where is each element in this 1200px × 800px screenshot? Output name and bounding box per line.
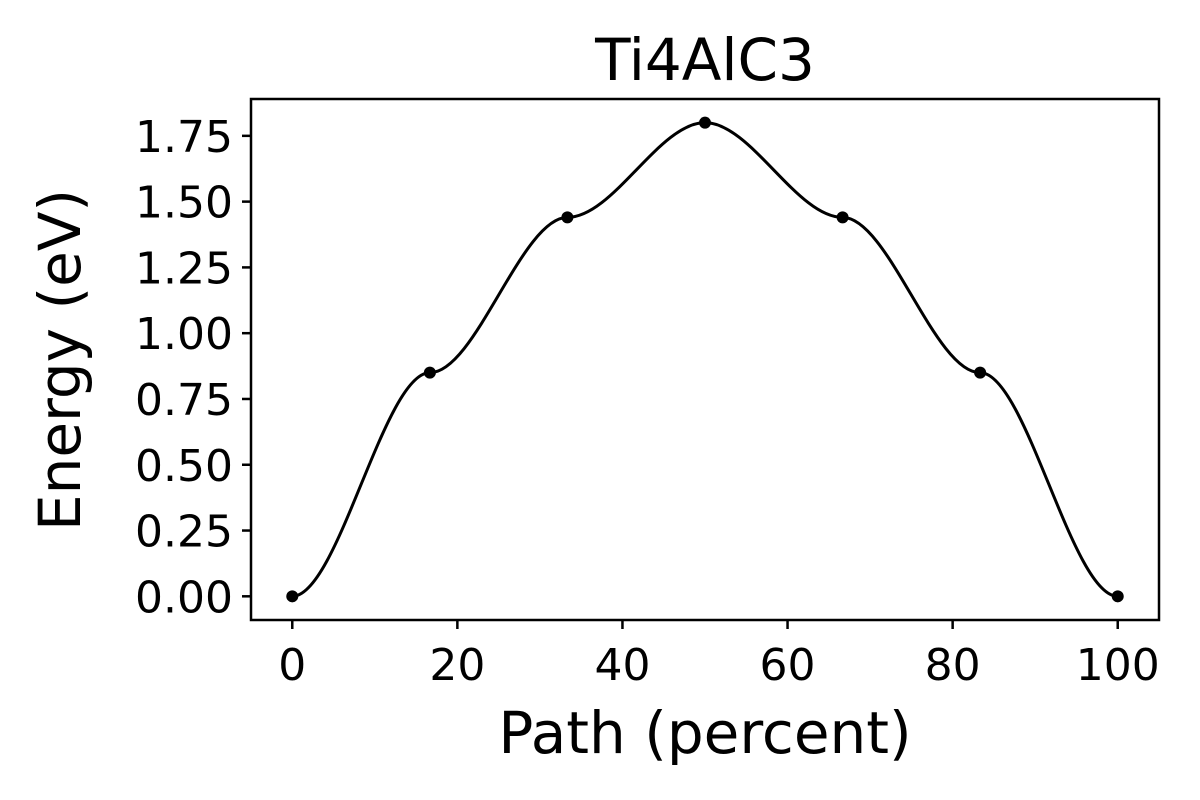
y-tick-label: 0.00: [135, 572, 233, 623]
x-tick-label: 80: [925, 640, 981, 691]
chart-title: Ti4AlC3: [594, 26, 815, 94]
y-tick-label: 1.50: [135, 178, 233, 229]
y-tick-label: 0.50: [135, 441, 233, 492]
data-point: [699, 116, 711, 129]
plot-area: [249, 97, 1161, 622]
x-tick-label: 20: [429, 640, 485, 691]
y-tick-label: 1.25: [135, 243, 233, 294]
x-axis-label: Path (percent): [498, 699, 911, 767]
data-point: [1111, 590, 1124, 603]
data-point: [286, 590, 299, 603]
x-tick-label: 60: [760, 640, 816, 691]
y-tick-label: 0.25: [135, 507, 233, 558]
data-point: [423, 366, 436, 379]
x-tick-label: 0: [278, 640, 306, 691]
x-tick-label: 40: [594, 640, 650, 691]
x-tick-label: 100: [1076, 640, 1160, 691]
data-point: [836, 211, 849, 224]
y-tick-label: 1.00: [135, 309, 233, 360]
data-point: [561, 211, 574, 224]
y-tick-label: 0.75: [135, 375, 233, 426]
series-markers: [286, 116, 1124, 603]
y-axis-label: Energy (eV): [26, 189, 94, 531]
y-tick-label: 1.75: [135, 112, 233, 163]
x-axis: 0 20 40 60 80 100: [278, 620, 1160, 691]
data-point: [974, 366, 987, 379]
y-axis: 0.00 0.25 0.50 0.75 1.00 1.25 1.50 1.75: [135, 112, 251, 623]
